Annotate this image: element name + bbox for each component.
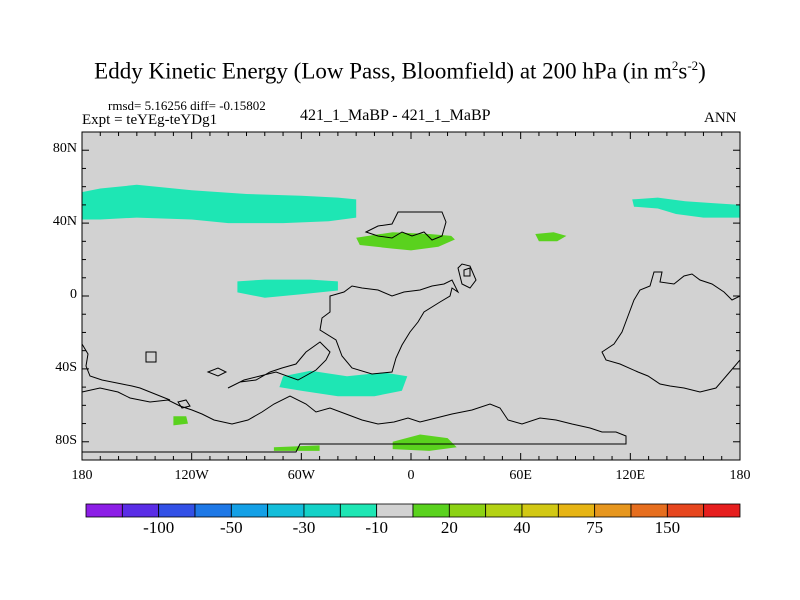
region-north-pacific-east-negative bbox=[632, 197, 740, 218]
region-equatorial-pacific-negative bbox=[237, 279, 338, 298]
x-tick-label: 120W bbox=[174, 468, 209, 483]
title-main: Eddy Kinetic Energy (Low Pass, Bloomfiel… bbox=[94, 58, 672, 84]
colorbar-label: 75 bbox=[586, 518, 604, 537]
colorbar-label: 40 bbox=[513, 518, 531, 537]
y-tick-label: 80S bbox=[55, 432, 77, 448]
x-tick-label: 0 bbox=[407, 468, 415, 483]
colorbar-swatch bbox=[230, 503, 269, 518]
coast-small-island bbox=[463, 267, 471, 277]
axis-ticks bbox=[81, 131, 741, 461]
colorbar-label: -100 bbox=[143, 518, 175, 537]
title-end: ) bbox=[698, 58, 706, 84]
colorbar-label: -30 bbox=[292, 518, 316, 537]
colorbar-label: -50 bbox=[219, 518, 243, 537]
season-label: ANN bbox=[704, 110, 737, 126]
x-tick-label: 180 bbox=[729, 468, 751, 483]
chart-title: Eddy Kinetic Energy (Low Pass, Bloomfiel… bbox=[0, 58, 800, 85]
colorbar-label: 150 bbox=[654, 518, 681, 537]
y-tick-label: 80N bbox=[52, 141, 77, 157]
x-tick-label: 120E bbox=[615, 468, 646, 483]
colorbar-swatch bbox=[339, 503, 378, 518]
colorbar-swatch bbox=[557, 503, 596, 518]
stats-label: rmsd= 5.16256 diff= -0.15802 bbox=[108, 98, 266, 113]
region-east-asia-positive bbox=[535, 232, 567, 242]
colorbar-label: -10 bbox=[365, 518, 388, 537]
colorbar-swatch bbox=[630, 503, 668, 518]
expt-label: Expt = teYEg-teYDg1 bbox=[82, 112, 218, 128]
colorbar-swatch bbox=[521, 503, 559, 518]
coast-east-pacific bbox=[601, 271, 741, 393]
coast-south-america-tip bbox=[145, 351, 157, 363]
colorbar-swatch bbox=[485, 503, 523, 518]
colorbar-swatch bbox=[158, 503, 196, 518]
region-southern-ocean-positive-small bbox=[173, 416, 188, 426]
coast-north-sea-box bbox=[364, 211, 447, 241]
case-label: 421_1_MaBP - 421_1_MaBP bbox=[300, 107, 491, 124]
coast-africa-europe bbox=[319, 279, 460, 375]
x-tick-label: 180 bbox=[71, 468, 93, 483]
y-tick-label: 40N bbox=[52, 214, 77, 230]
coast-south-america bbox=[227, 341, 331, 389]
region-south-atlantic-negative bbox=[279, 370, 408, 397]
coast-antarctica bbox=[81, 387, 627, 453]
title-mid: s bbox=[678, 58, 688, 84]
region-antarctic-positive bbox=[392, 434, 457, 451]
title-exp1: 2 bbox=[671, 58, 679, 73]
colorbar-label: 20 bbox=[440, 518, 458, 537]
coast-islands-south bbox=[177, 367, 228, 409]
colorbar-swatch bbox=[303, 503, 341, 518]
contour-regions bbox=[82, 184, 740, 451]
colorbar-swatch bbox=[376, 503, 414, 518]
coastlines bbox=[81, 211, 741, 453]
coast-arabia bbox=[457, 263, 477, 289]
colorbar-swatch bbox=[703, 503, 741, 518]
colorbar-swatch bbox=[594, 503, 632, 518]
colorbar-swatch bbox=[121, 503, 160, 518]
region-north-pacific-atlantic-band-negative bbox=[82, 184, 357, 224]
coast-west-america bbox=[81, 343, 171, 401]
title-exp2: -2 bbox=[687, 58, 699, 73]
y-tick-label: 40S bbox=[55, 359, 77, 375]
colorbar-swatch bbox=[194, 503, 232, 518]
colorbar-swatch bbox=[666, 503, 705, 518]
x-tick-label: 60E bbox=[509, 468, 532, 483]
colorbar-swatch bbox=[412, 503, 450, 518]
y-tick-label: 0 bbox=[70, 287, 77, 302]
map-background bbox=[82, 132, 740, 460]
colorbar-swatch bbox=[267, 503, 305, 518]
region-antarctic-positive-west bbox=[273, 445, 320, 451]
colorbar-swatch bbox=[448, 503, 487, 518]
x-tick-label: 60W bbox=[287, 468, 315, 483]
colorbar-swatch bbox=[85, 503, 123, 518]
